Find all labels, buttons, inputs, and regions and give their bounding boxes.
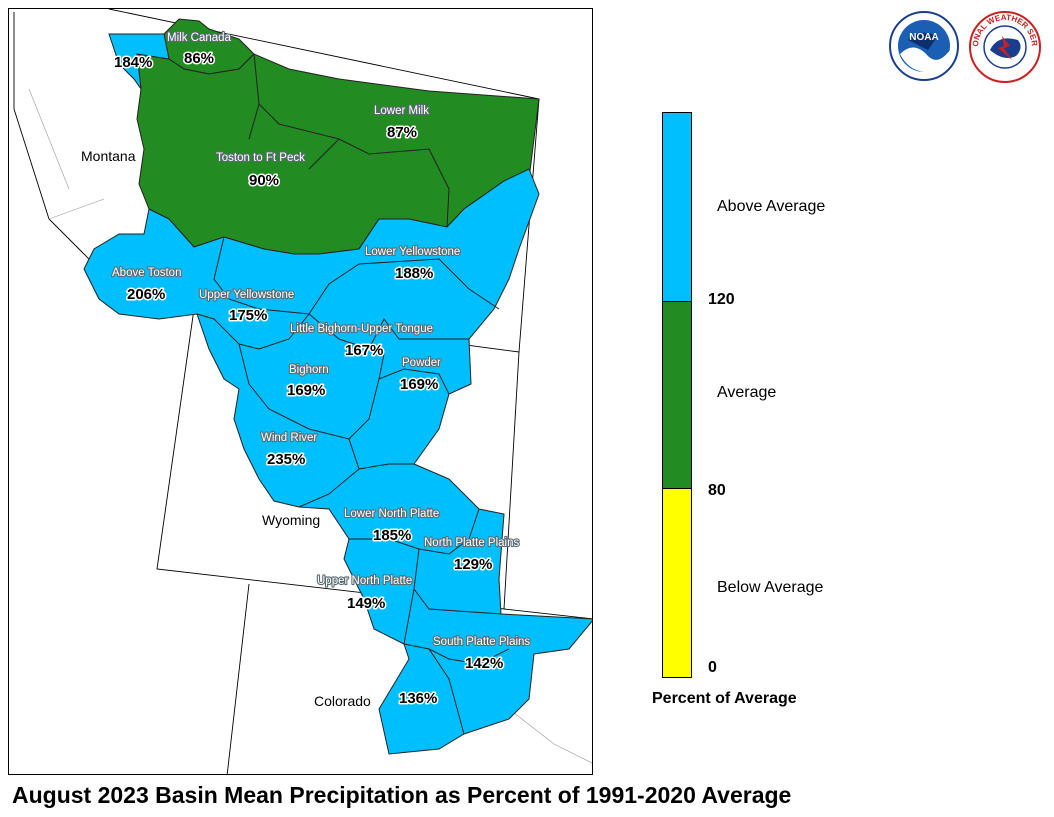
basin-value-north-platte-plains: 129% xyxy=(454,556,492,573)
basin-value-lower-milk: 87% xyxy=(387,124,417,141)
basin-value-lower-yellowstone: 188% xyxy=(395,265,433,282)
basin-value-upper-north-platte: 149% xyxy=(347,595,385,612)
basin-value-toston-ft-peck: 90% xyxy=(249,172,279,189)
legend-title: Percent of Average xyxy=(652,690,797,707)
legend-swatch-below xyxy=(662,488,692,678)
basin-value-lower-north-platte: 185% xyxy=(373,527,411,544)
page-title: August 2023 Basin Mean Precipitation as … xyxy=(12,782,792,808)
legend-tick-120: 120 xyxy=(708,291,735,308)
basin-name-lower-milk: Lower Milk xyxy=(374,105,429,117)
basin-name-bighorn: Bighorn xyxy=(289,364,329,376)
basin-value-powder: 169% xyxy=(400,376,438,393)
basin-value-bighorn: 169% xyxy=(287,382,325,399)
basin-map: Montana Wyoming Colorado Milk Canada 86%… xyxy=(13,9,593,774)
legend-tick-0: 0 xyxy=(708,659,717,676)
basin-name-south-platte-plains: South Platte Plains xyxy=(433,636,530,648)
basin-value-south-platte-mountains: 136% xyxy=(399,690,437,707)
wyoming-boundary xyxy=(156,308,520,610)
basin-name-upper-north-platte: Upper North Platte xyxy=(317,575,412,587)
legend-tick-80: 80 xyxy=(708,482,726,499)
basin-upper-milk-area[interactable] xyxy=(108,33,170,90)
basin-value-little-bighorn: 167% xyxy=(345,342,383,359)
above-basins xyxy=(83,33,593,755)
state-label-colorado: Colorado xyxy=(314,693,371,709)
basin-name-upper-yellowstone: Upper Yellowstone xyxy=(199,289,294,301)
noaa-logo-icon: NOAA xyxy=(889,11,959,81)
map-panel: Montana Wyoming Colorado Milk Canada 86%… xyxy=(8,8,593,775)
legend-swatch-above xyxy=(662,112,692,302)
basin-name-above-toston: Above Toston xyxy=(112,267,181,279)
legend-swatch-average xyxy=(662,301,692,489)
basin-name-milk-canada: Milk Canada xyxy=(167,32,232,44)
legend-label-below: Below Average xyxy=(717,579,824,596)
noaa-logo-text: NOAA xyxy=(909,32,938,43)
basin-name-lower-yellowstone: Lower Yellowstone xyxy=(365,246,460,258)
internal-lines-blue xyxy=(196,236,510,735)
basin-value-upper-yellowstone: 175% xyxy=(229,307,267,324)
basin-name-little-bighorn: Little Bighorn-Upper Tongue xyxy=(290,323,433,335)
nws-logo: NATIONAL WEATHER SERVICE xyxy=(965,3,1042,89)
basin-value-upper-milk: 184% xyxy=(114,54,152,71)
colorado-boundary xyxy=(226,583,592,774)
basin-value-south-platte-plains: 142% xyxy=(465,655,503,672)
state-labels: Montana Wyoming Colorado xyxy=(81,148,371,709)
basin-value-milk-canada: 86% xyxy=(184,50,214,67)
basin-name-powder: Powder xyxy=(402,357,441,369)
noaa-logo: NOAA xyxy=(888,10,960,87)
average-basins xyxy=(136,18,540,255)
state-label-montana: Montana xyxy=(81,148,136,164)
basin-name-north-platte-plains: North Platte Plains xyxy=(424,537,519,549)
basin-name-lower-north-platte: Lower North Platte xyxy=(344,508,439,520)
basin-main-above-area[interactable] xyxy=(83,168,593,755)
legend-label-average: Average xyxy=(717,384,777,401)
basin-value-above-toston: 206% xyxy=(127,286,165,303)
nws-logo-icon: NATIONAL WEATHER SERVICE xyxy=(965,3,1041,83)
basin-labels: Milk Canada 86% 184% Lower Milk 87% Tost… xyxy=(111,31,532,709)
legend-label-above: Above Average xyxy=(717,198,826,215)
basin-name-wind-river: Wind River xyxy=(261,432,317,444)
state-label-wyoming: Wyoming xyxy=(262,512,320,528)
basin-value-wind-river: 235% xyxy=(267,451,305,468)
basin-name-toston-ft-peck: Toston to Ft Peck xyxy=(216,152,305,164)
county-lines xyxy=(28,88,592,764)
internal-lines-green xyxy=(248,53,450,228)
